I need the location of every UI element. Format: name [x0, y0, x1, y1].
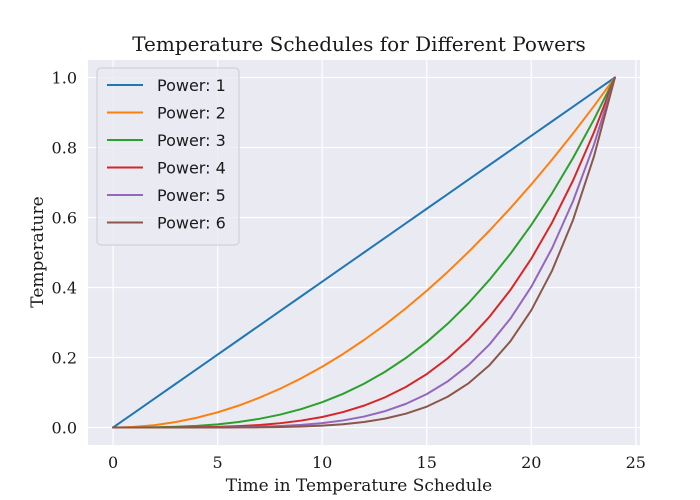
x-tick-label: 0 — [108, 453, 118, 472]
chart-title: Temperature Schedules for Different Powe… — [132, 32, 586, 56]
series-line-power-6 — [112, 76, 616, 429]
y-axis-ticks: 0.0 0.2 0.4 0.6 0.8 1.0 — [52, 69, 77, 438]
series-line-power-1 — [112, 76, 616, 429]
y-tick-label: 0.2 — [52, 349, 77, 368]
legend: Power: 1 Power: 2 Power: 3 Power: 4 Power: 5… — [96, 67, 240, 246]
y-tick-label: 0.0 — [52, 419, 77, 438]
legend-label: Power: 6 — [157, 214, 226, 233]
legend-label: Power: 1 — [157, 76, 226, 95]
x-tick-label: 10 — [312, 453, 332, 472]
series-line-power-2 — [112, 76, 616, 429]
legend-label: Power: 5 — [157, 186, 226, 205]
legend-label: Power: 3 — [157, 131, 226, 150]
x-tick-label: 5 — [213, 453, 223, 472]
legend-label: Power: 4 — [157, 159, 226, 178]
y-tick-label: 1.0 — [52, 69, 77, 88]
x-tick-label: 25 — [626, 453, 646, 472]
legend-label: Power: 2 — [157, 104, 226, 123]
series-layer — [112, 76, 616, 429]
x-axis-label: Time in Temperature Schedule — [226, 476, 492, 496]
grid — [88, 60, 640, 445]
y-tick-label: 0.6 — [52, 209, 77, 228]
y-tick-label: 0.4 — [52, 279, 77, 298]
y-tick-label: 0.8 — [52, 139, 77, 158]
series-line-power-3 — [112, 76, 616, 429]
x-tick-label: 15 — [417, 453, 437, 472]
x-axis-ticks: 0 5 10 15 20 25 — [108, 453, 646, 472]
y-axis-label: Temperature — [28, 196, 48, 307]
x-tick-label: 20 — [521, 453, 541, 472]
